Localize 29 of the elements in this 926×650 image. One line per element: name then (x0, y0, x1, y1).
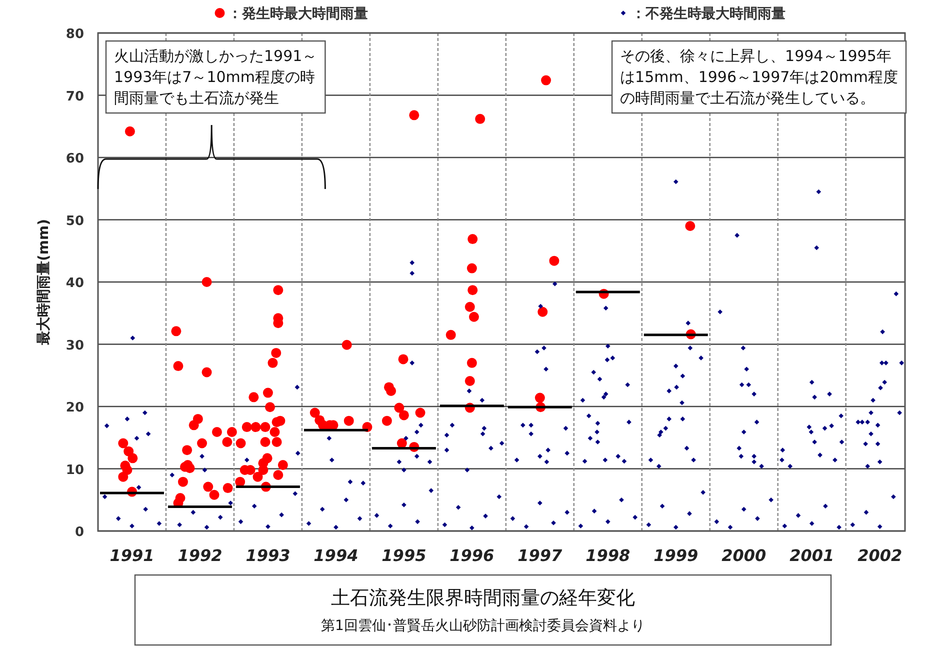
annotation: その後、徐々に上昇し、1994～1995年は15mm、1996～1997年は20mm程度の時間雨量で土石流が発生している。 (611, 40, 907, 114)
x-tick-label: 2001 (790, 546, 834, 565)
y-tick-label: 0 (74, 525, 84, 540)
y-axis-title: 最大時間雨量(mm) (36, 219, 52, 346)
legend-label: ：発生時最大時間雨量 (228, 6, 368, 22)
y-tick-label: 30 (66, 338, 84, 354)
annotation: その後、徐々に上昇し、1994～1995年は15mm、1996～1997年は20mm程度の時間雨量で土石流が発生している。 (620, 47, 898, 107)
annotation: 火山活動が激しかった1991～1993年は7～10mm程度の時間雨量でも土石流が発生 (105, 40, 326, 114)
y-tick-label: 50 (66, 214, 84, 229)
annotation: 火山活動が激しかった1991～1993年は7～10mm程度の時間雨量でも土石流が発生 (114, 47, 318, 107)
y-tick-label: 80 (66, 27, 84, 42)
title-box: 土石流発生限界時間雨量の経年変化 第1回雲仙･普賢岳火山砂防計画検討委員会資料より (134, 574, 832, 646)
y-tick-label: 20 (66, 400, 84, 416)
x-tick-label: 1994 (314, 546, 358, 565)
x-tick-label: 1991 (110, 546, 154, 565)
y-tick-label: 70 (66, 89, 84, 104)
x-tick-label: 1993 (246, 546, 290, 565)
x-tick-label: 2000 (722, 546, 766, 565)
y-tick-label: 10 (66, 462, 84, 478)
x-tick-label: 2002 (858, 546, 902, 565)
y-tick-label: 60 (66, 152, 84, 166)
x-tick-label: 1995 (382, 546, 426, 565)
legend-label: ：不発生時最大時間雨量 (631, 6, 786, 22)
x-tick-label: 1996 (450, 546, 494, 565)
x-tick-label: 1999 (654, 546, 698, 565)
y-tick-label: 40 (66, 276, 84, 291)
x-tick-label: 1997 (518, 546, 564, 565)
x-tick-label: 1992 (178, 546, 222, 565)
x-tick-label: 1998 (586, 546, 630, 565)
